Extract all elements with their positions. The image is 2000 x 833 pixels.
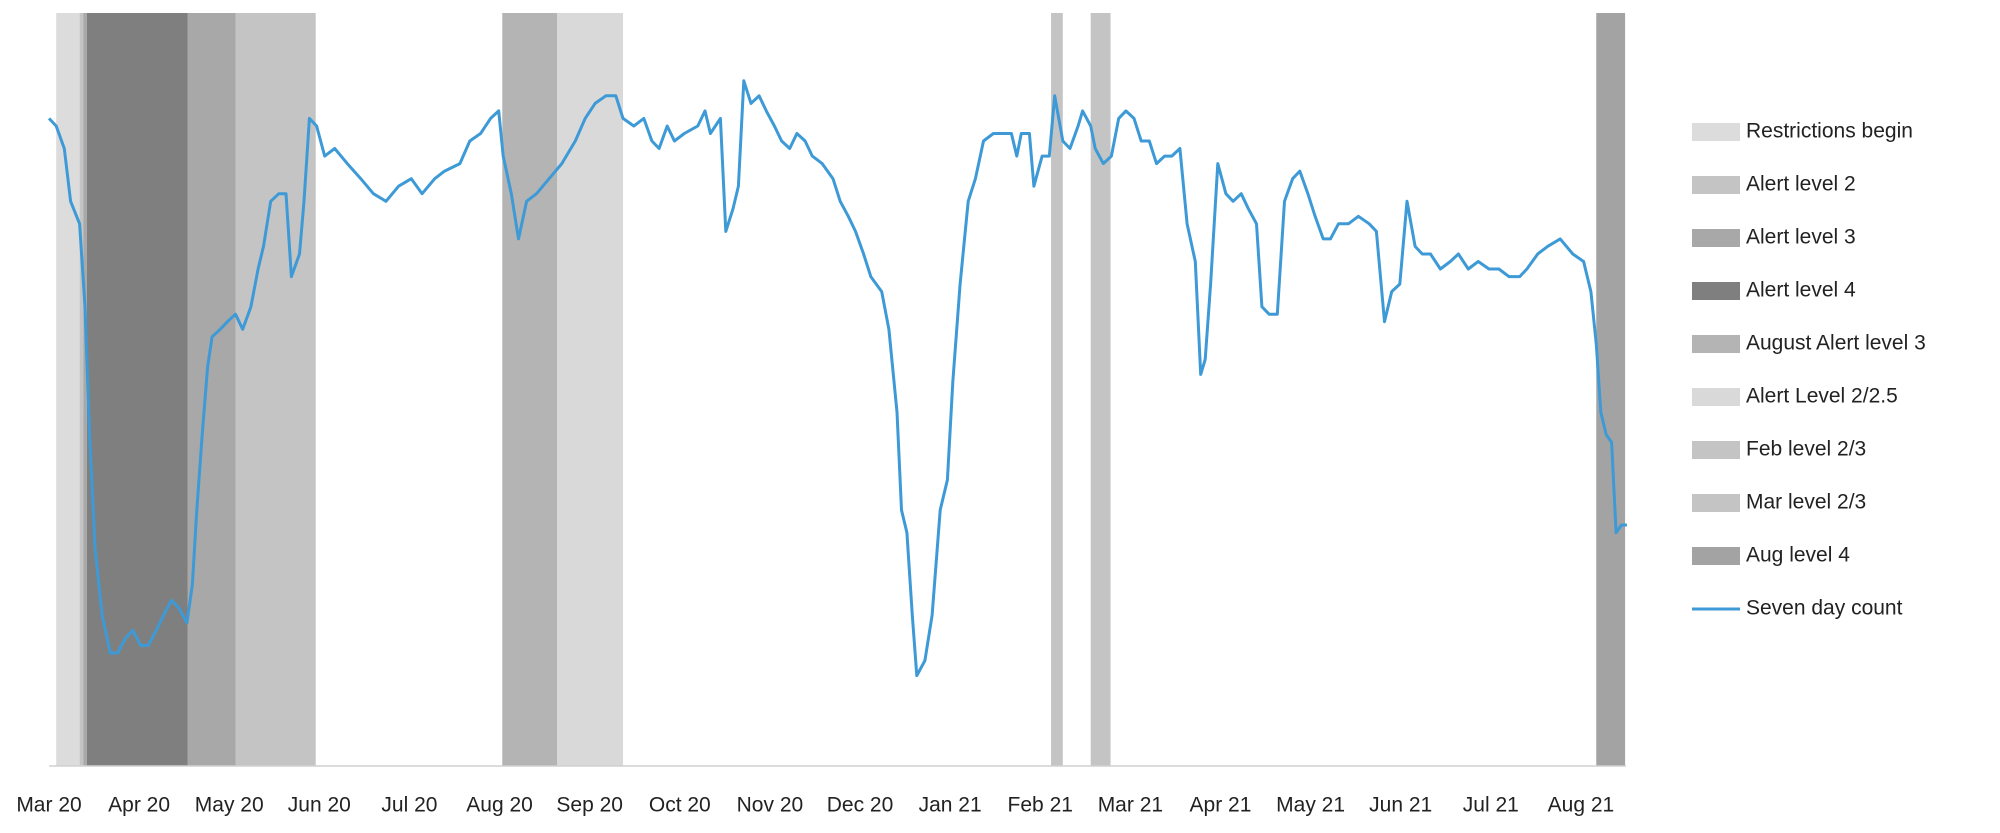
- legend-label: Restrictions begin: [1746, 120, 1913, 143]
- x-tick-label: Mar 20: [16, 794, 81, 817]
- legend-label: Alert Level 2/2.5: [1746, 385, 1898, 408]
- x-tick-label: Jul 21: [1463, 794, 1519, 817]
- legend-label: Alert level 3: [1746, 226, 1856, 249]
- band: [56, 13, 80, 766]
- x-tick-label: Aug 20: [466, 794, 533, 817]
- legend-label: Alert level 4: [1746, 279, 1856, 302]
- legend-label: Aug level 4: [1746, 544, 1850, 567]
- x-tick-label: May 20: [195, 794, 264, 817]
- x-tick-label: Apr 21: [1190, 794, 1252, 817]
- band: [1051, 13, 1063, 766]
- legend-label: August Alert level 3: [1746, 332, 1926, 355]
- x-tick-label: Dec 20: [827, 794, 894, 817]
- legend-label: Feb level 2/3: [1746, 438, 1866, 461]
- legend-label: Alert level 2: [1746, 173, 1856, 196]
- legend-swatch: [1692, 229, 1740, 247]
- legend-swatch: [1692, 123, 1740, 141]
- band: [502, 13, 558, 766]
- legend-label: Seven day count: [1746, 597, 1903, 620]
- band: [83, 13, 87, 766]
- x-tick-label: Jun 20: [288, 794, 351, 817]
- legend-label: Mar level 2/3: [1746, 491, 1866, 514]
- x-tick-label: Nov 20: [737, 794, 804, 817]
- line: [47, 79, 1627, 678]
- x-tick-label: Mar 21: [1098, 794, 1163, 817]
- band: [86, 13, 188, 766]
- x-tick-label: Jan 21: [919, 794, 982, 817]
- x-tick-label: Feb 21: [1008, 794, 1073, 817]
- x-tick-label: Jul 20: [381, 794, 437, 817]
- band: [235, 13, 316, 766]
- band: [1596, 13, 1626, 766]
- x-tick-label: Apr 20: [108, 794, 170, 817]
- legend-swatch: [1692, 335, 1740, 353]
- x-tick-label: Aug 21: [1548, 794, 1615, 817]
- legend-swatch: [1692, 176, 1740, 194]
- band: [557, 13, 624, 766]
- legend-swatch: [1692, 388, 1740, 406]
- x-tick-label: Oct 20: [649, 794, 711, 817]
- x-tick-label: Jun 21: [1369, 794, 1432, 817]
- legend-swatch: [1692, 441, 1740, 459]
- band: [187, 13, 236, 766]
- band: [79, 13, 84, 766]
- x-tick-label: Sep 20: [556, 794, 623, 817]
- legend-swatch: [1692, 282, 1740, 300]
- band: [1090, 13, 1111, 766]
- x-tick-label: May 21: [1276, 794, 1345, 817]
- legend-swatch: [1692, 547, 1740, 565]
- legend-swatch: [1692, 494, 1740, 512]
